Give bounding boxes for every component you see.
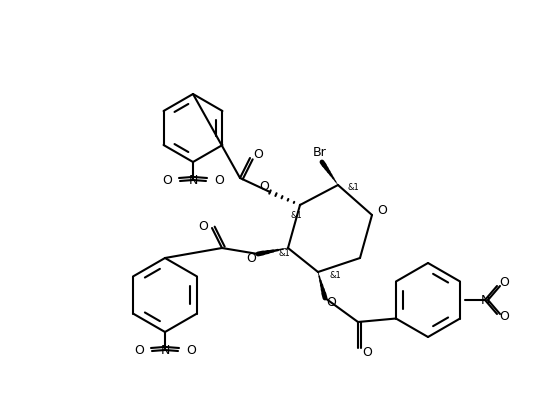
Text: O: O (198, 219, 208, 233)
Text: &1: &1 (330, 271, 342, 280)
Text: O: O (499, 277, 509, 290)
Text: N: N (189, 174, 198, 186)
Text: N: N (480, 294, 490, 306)
Text: O: O (186, 344, 196, 358)
Text: O: O (246, 251, 256, 265)
Text: O: O (326, 296, 336, 308)
Text: O: O (362, 346, 372, 358)
Text: Br: Br (313, 146, 327, 158)
Text: &1: &1 (278, 249, 290, 257)
Text: O: O (214, 174, 224, 188)
Text: &1: &1 (290, 211, 302, 219)
Text: &1: &1 (348, 184, 360, 192)
Text: O: O (259, 180, 269, 194)
Text: O: O (377, 203, 387, 217)
Text: N: N (160, 344, 170, 356)
Text: O: O (499, 310, 509, 324)
Text: O: O (253, 148, 263, 162)
Text: O: O (162, 174, 172, 188)
Text: O: O (134, 344, 144, 358)
